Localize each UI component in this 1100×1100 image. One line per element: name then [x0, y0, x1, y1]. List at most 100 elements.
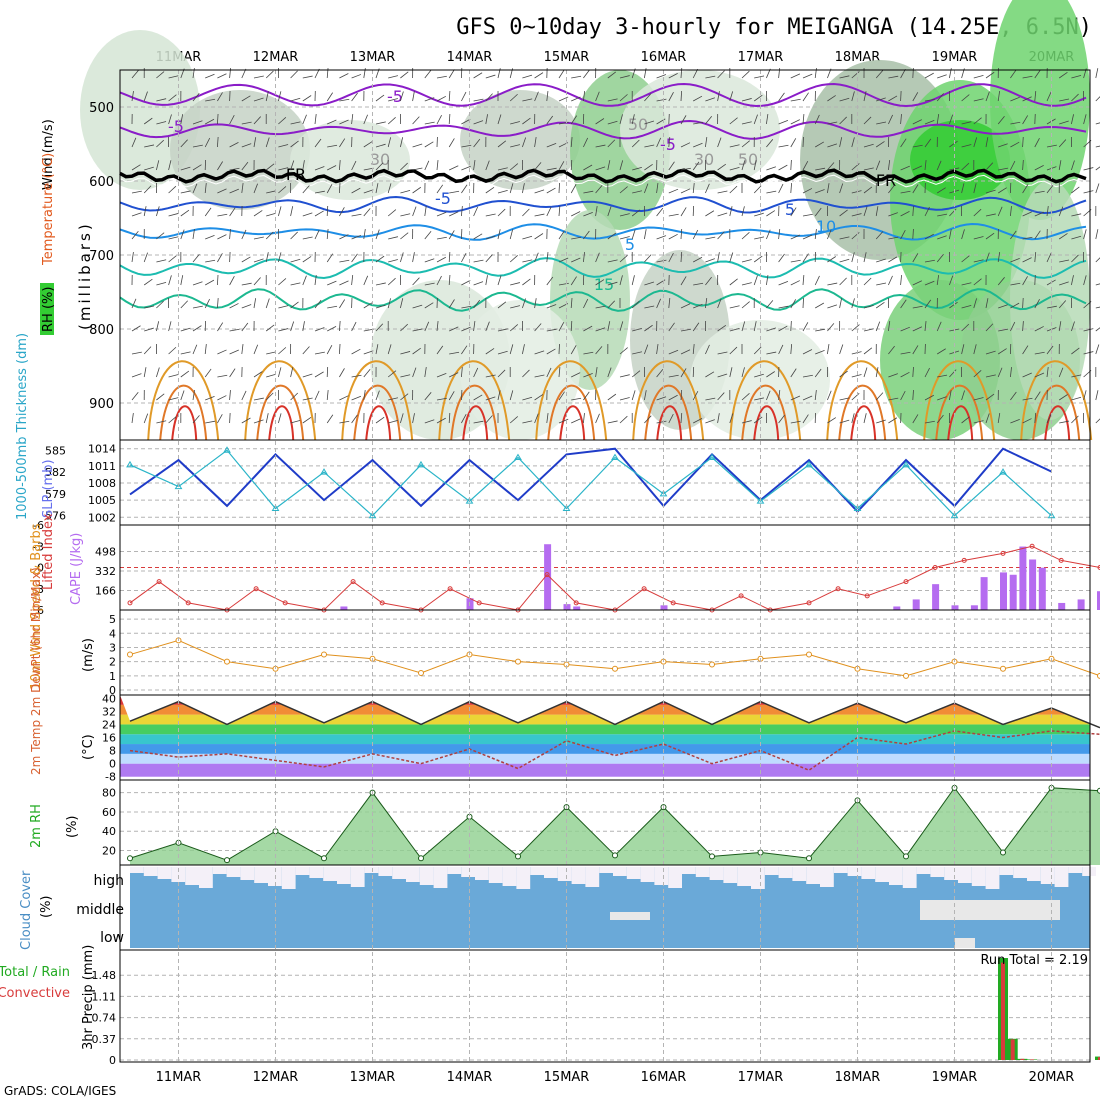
rh-marker [224, 857, 230, 864]
wind-barb [692, 229, 699, 240]
date-label: 19MAR [932, 50, 978, 65]
wind-barb [326, 92, 333, 102]
wind-barb [973, 236, 984, 240]
wind-barb [876, 97, 886, 102]
wind-barb [326, 390, 329, 401]
wind-barb [656, 298, 661, 309]
wind-barb [546, 252, 549, 263]
wind-barb [351, 253, 358, 263]
wind-barb [875, 321, 881, 332]
wind-barb [302, 185, 310, 194]
wind-barb [619, 94, 628, 102]
wind-barb [290, 392, 299, 401]
wind-barb [412, 304, 423, 309]
wind-barb [705, 298, 708, 309]
wind-barb [1095, 418, 1100, 424]
wind-barb [473, 367, 479, 378]
wind-barb [412, 167, 423, 171]
cape-bar [1058, 602, 1066, 610]
wind-barb [241, 121, 252, 125]
wind-barb [327, 119, 337, 125]
wind-barb [546, 91, 549, 102]
wind-barb [692, 68, 699, 79]
wind-barb [497, 390, 501, 401]
wind-barb [973, 259, 984, 263]
wind-barb [168, 346, 177, 355]
wind10-tick-label: 4 [109, 627, 116, 640]
wind-barb [790, 207, 797, 217]
wind-barb [875, 231, 884, 240]
wind-barb [290, 121, 301, 125]
wind-barb [485, 374, 496, 378]
cloud-gap-high [599, 867, 613, 873]
thickness-marker [417, 460, 425, 468]
wind-barb [265, 91, 269, 102]
cape-li-panel: 498 332 166 -6 -3 0 3 6 [33, 519, 1100, 617]
wind-barb [412, 91, 415, 102]
wind-barb [412, 347, 421, 355]
wind-barb [863, 91, 867, 102]
cape-tick-label: 166 [95, 585, 116, 598]
wind10-tick-label: 3 [109, 641, 116, 654]
wind10-tick-label: 1 [109, 670, 116, 683]
wind-barb [131, 413, 134, 424]
cape-bar [912, 599, 920, 610]
wind-barb [509, 416, 519, 424]
cloud-gap-high [240, 867, 255, 880]
cloud-gap-high [1082, 867, 1096, 876]
cloud-gap-high [557, 867, 572, 881]
wind-barb [180, 166, 191, 171]
wind-barb [314, 210, 324, 217]
wind-barb [278, 144, 289, 148]
wind-barb [827, 95, 836, 102]
wind-barb [924, 160, 927, 171]
wind-barb [741, 160, 746, 171]
wind-barb [607, 232, 617, 240]
wind-barb [253, 371, 263, 378]
thickness-marker [465, 497, 474, 504]
wind-barb [290, 160, 295, 171]
wind-barb [717, 91, 720, 102]
wind-barb [1071, 114, 1074, 125]
wind-barb [912, 228, 914, 240]
wind-barb [754, 397, 765, 401]
wind-barb [400, 393, 409, 401]
precip-conv-bar [1001, 962, 1005, 1060]
wind-barb [265, 137, 270, 148]
wind-barb [412, 186, 422, 194]
wind-barb [144, 144, 155, 148]
wind-barb [680, 251, 683, 263]
cloud-gap-high [668, 867, 682, 888]
wind-barb [265, 252, 269, 263]
wind-barb [656, 344, 659, 355]
wind-barb [265, 324, 275, 332]
wind-barb [717, 231, 725, 240]
cape-tick-label: 498 [95, 546, 116, 559]
wind-barb [485, 321, 490, 332]
wind-barb [985, 213, 996, 217]
wind-barb [595, 346, 603, 355]
thickness-marker [950, 511, 959, 519]
wind-barb [656, 259, 667, 263]
cape-bar [1038, 567, 1046, 610]
wind-barb [375, 304, 386, 309]
wind-barb [375, 390, 380, 401]
wind-barb [339, 138, 346, 148]
wind10-marker [224, 658, 230, 665]
wind-barb [851, 324, 860, 332]
wind-barb [656, 74, 667, 79]
li-marker [573, 600, 579, 606]
wind-barb [888, 397, 899, 401]
cloud-gap-high [199, 867, 213, 888]
wind-barb [705, 236, 716, 240]
wind-barb [583, 252, 585, 263]
wind-barb [1071, 374, 1082, 378]
wind-barb [570, 276, 577, 286]
wind-barb [302, 75, 313, 79]
wind-barb [436, 275, 442, 286]
wind-barb [668, 413, 674, 424]
wind-barb [217, 234, 227, 240]
wind-barb [680, 328, 691, 332]
rh-marker [418, 855, 424, 862]
wind-barb [583, 298, 589, 309]
